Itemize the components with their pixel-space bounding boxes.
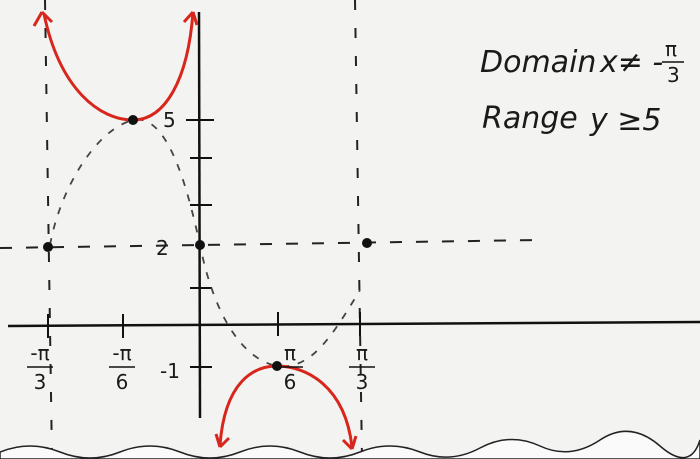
domain-value: x≠ - <box>599 45 663 80</box>
x-tick-den: 3 <box>356 370 369 394</box>
x-tick-den: 6 <box>116 370 129 394</box>
graph-photo: 5 2 -1 -π3-π6π6π3 Domain x≠ - π 3 Range … <box>0 0 700 459</box>
domain-frac-num: π <box>665 37 677 61</box>
domain-label: Domain <box>480 45 596 80</box>
range-value: y ≥5 <box>589 103 662 138</box>
x-tick-num: π <box>284 341 296 365</box>
x-tick-num: -π <box>30 341 49 365</box>
x-tick-num: π <box>356 341 368 365</box>
x-tick-num: -π <box>112 341 131 365</box>
x-tick-den: 6 <box>284 370 297 394</box>
range-label: Range <box>482 101 578 136</box>
y-tick-label: 5 <box>163 108 176 132</box>
y-tick-label: 2 <box>156 236 169 260</box>
y-tick-label: -1 <box>160 359 180 383</box>
y-axis <box>199 12 200 418</box>
domain-frac-den: 3 <box>667 63 680 87</box>
x-tick-den: 3 <box>34 370 47 394</box>
